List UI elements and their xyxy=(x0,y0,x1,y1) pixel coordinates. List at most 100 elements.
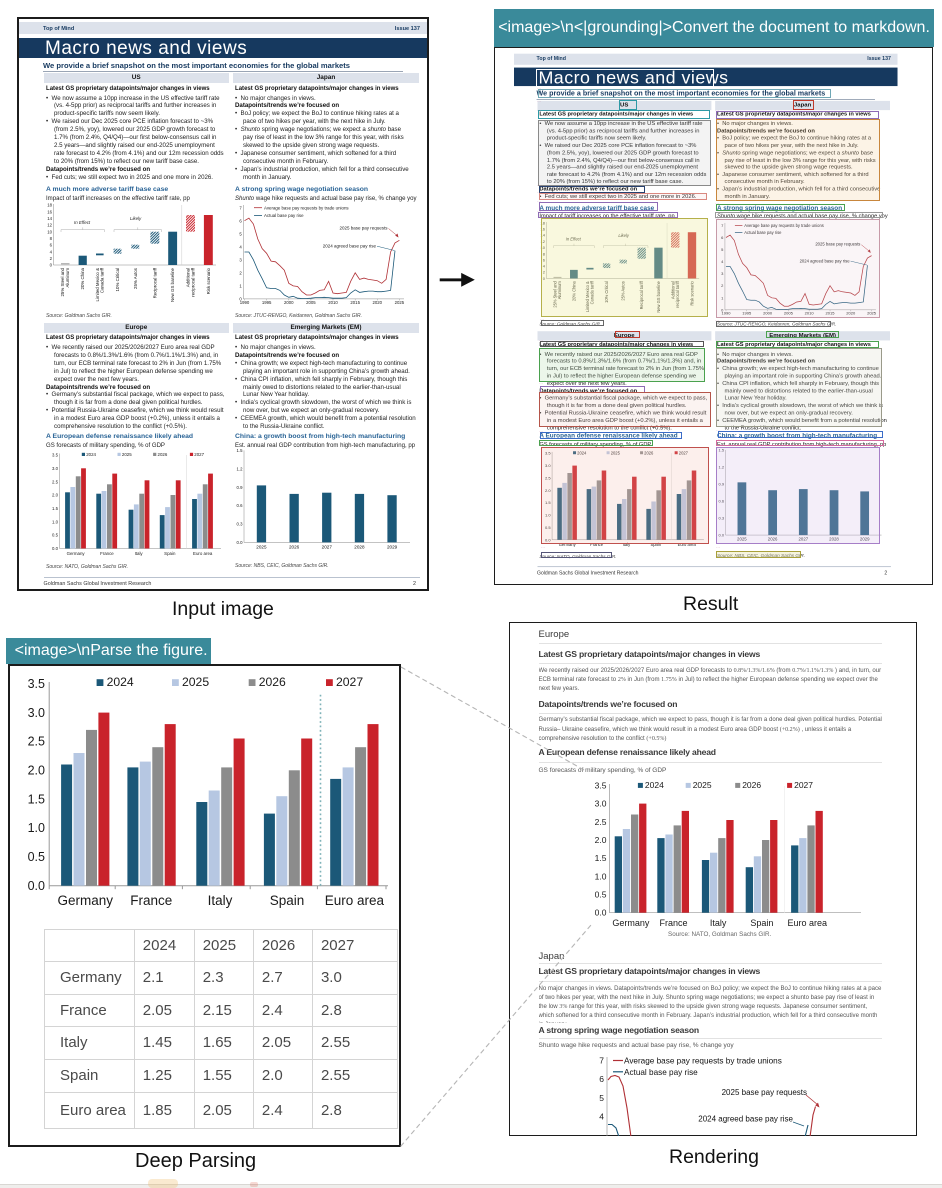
svg-text:Actual base pay rise: Actual base pay rise xyxy=(264,213,304,218)
svg-text:5: 5 xyxy=(722,246,725,251)
svg-text:2024: 2024 xyxy=(577,450,587,455)
svg-text:18: 18 xyxy=(541,220,546,225)
svg-text:2026: 2026 xyxy=(289,545,300,550)
svg-text:1.5: 1.5 xyxy=(545,500,551,505)
svg-text:1.5: 1.5 xyxy=(52,506,59,511)
svg-text:2020: 2020 xyxy=(847,310,857,315)
svg-text:0.5: 0.5 xyxy=(545,524,551,529)
svg-text:Risk scenario: Risk scenario xyxy=(690,280,695,305)
svg-text:14: 14 xyxy=(541,232,546,237)
svg-text:2025: 2025 xyxy=(182,675,209,689)
svg-text:0.5: 0.5 xyxy=(595,890,607,900)
svg-text:0.6: 0.6 xyxy=(237,503,244,508)
svg-text:2027: 2027 xyxy=(794,780,813,790)
svg-text:18: 18 xyxy=(47,203,52,208)
svg-text:5: 5 xyxy=(599,1093,604,1103)
svg-text:2027: 2027 xyxy=(194,452,204,457)
svg-text:reciprocal tariff: reciprocal tariff xyxy=(675,279,680,306)
svg-text:8: 8 xyxy=(543,250,546,255)
svg-text:2025: 2025 xyxy=(121,452,131,457)
svg-text:2005: 2005 xyxy=(784,310,794,315)
svg-text:2.0: 2.0 xyxy=(595,835,607,845)
svg-text:25% Steel and: 25% Steel and xyxy=(60,267,65,296)
svg-text:1990: 1990 xyxy=(722,310,732,315)
svg-text:2024: 2024 xyxy=(86,452,96,457)
svg-text:Spain: Spain xyxy=(750,918,773,928)
svg-text:2025 base pay requests: 2025 base pay requests xyxy=(816,241,861,246)
svg-text:2024: 2024 xyxy=(107,675,134,689)
svg-text:New GS baseline: New GS baseline xyxy=(170,267,175,301)
svg-text:1.2: 1.2 xyxy=(237,466,244,471)
svg-text:7: 7 xyxy=(599,1055,604,1065)
svg-text:Euro area: Euro area xyxy=(678,541,697,546)
svg-text:0.3: 0.3 xyxy=(719,515,725,520)
svg-text:Italy: Italy xyxy=(710,918,727,928)
svg-text:1.5: 1.5 xyxy=(595,853,607,863)
svg-text:0: 0 xyxy=(722,306,725,311)
svg-text:1.5: 1.5 xyxy=(28,792,45,806)
svg-text:Canada tariff: Canada tariff xyxy=(590,279,595,303)
svg-text:France: France xyxy=(130,893,172,908)
svg-text:Spain: Spain xyxy=(270,893,305,908)
svg-text:2024: 2024 xyxy=(645,780,664,790)
svg-text:3.5: 3.5 xyxy=(545,450,551,455)
svg-text:2025 base pay requests: 2025 base pay requests xyxy=(722,1088,807,1097)
svg-text:1.0: 1.0 xyxy=(545,512,551,517)
svg-text:2025: 2025 xyxy=(737,536,747,541)
svg-text:0: 0 xyxy=(239,297,242,302)
svg-text:0: 0 xyxy=(50,263,53,268)
svg-text:8: 8 xyxy=(50,236,53,241)
svg-text:6: 6 xyxy=(239,218,242,223)
svg-text:2010: 2010 xyxy=(328,300,338,305)
svg-text:12: 12 xyxy=(47,223,52,228)
svg-text:0.0: 0.0 xyxy=(545,537,551,542)
svg-text:20% China: 20% China xyxy=(572,280,577,301)
svg-text:10% Critical: 10% Critical xyxy=(604,280,609,302)
svg-text:5: 5 xyxy=(239,231,242,236)
svg-text:7: 7 xyxy=(239,205,242,210)
svg-text:1.5: 1.5 xyxy=(237,448,244,453)
svg-text:25% Steel and: 25% Steel and xyxy=(553,280,558,307)
svg-text:France: France xyxy=(659,918,687,928)
svg-text:0.0: 0.0 xyxy=(719,532,725,537)
svg-text:Aluminum: Aluminum xyxy=(65,268,70,288)
svg-text:0.6: 0.6 xyxy=(719,498,725,503)
svg-text:In Effect: In Effect xyxy=(74,220,91,225)
svg-text:Spain: Spain xyxy=(164,551,176,556)
svg-text:Euro area: Euro area xyxy=(788,918,828,928)
svg-text:2026: 2026 xyxy=(768,536,778,541)
svg-text:0.3: 0.3 xyxy=(237,522,244,527)
svg-text:1990: 1990 xyxy=(240,300,250,305)
svg-text:2: 2 xyxy=(239,270,242,275)
svg-text:1995: 1995 xyxy=(743,310,753,315)
svg-text:2028: 2028 xyxy=(354,545,365,550)
svg-text:2024 agreed base pay rise: 2024 agreed base pay rise xyxy=(800,257,851,262)
svg-text:France: France xyxy=(590,541,604,546)
svg-text:2027: 2027 xyxy=(799,536,809,541)
svg-text:0.9: 0.9 xyxy=(719,481,725,486)
svg-text:16: 16 xyxy=(47,209,52,214)
svg-text:25% Autos: 25% Autos xyxy=(621,280,626,299)
svg-text:Euro area: Euro area xyxy=(193,551,213,556)
svg-text:1.0: 1.0 xyxy=(595,871,607,881)
svg-text:France: France xyxy=(100,551,114,556)
svg-text:Additional: Additional xyxy=(186,268,191,287)
svg-text:2.5: 2.5 xyxy=(595,817,607,827)
svg-text:Germany: Germany xyxy=(66,551,85,556)
svg-text:2.0: 2.0 xyxy=(28,764,45,778)
svg-text:2029: 2029 xyxy=(860,536,870,541)
svg-text:2026: 2026 xyxy=(742,780,761,790)
svg-text:2027: 2027 xyxy=(336,675,363,689)
svg-text:2000: 2000 xyxy=(284,300,294,305)
svg-text:0.9: 0.9 xyxy=(237,485,244,490)
svg-text:Italy: Italy xyxy=(134,551,143,556)
svg-text:2.0: 2.0 xyxy=(52,492,59,497)
svg-text:2026: 2026 xyxy=(259,675,286,689)
svg-text:1995: 1995 xyxy=(262,300,272,305)
svg-text:2026: 2026 xyxy=(644,450,654,455)
svg-text:2025: 2025 xyxy=(256,545,267,550)
svg-text:2028: 2028 xyxy=(830,536,840,541)
svg-text:1: 1 xyxy=(722,294,725,299)
svg-text:0.5: 0.5 xyxy=(28,850,45,864)
svg-text:Average base pay requests by t: Average base pay requests by trade union… xyxy=(624,1057,782,1066)
